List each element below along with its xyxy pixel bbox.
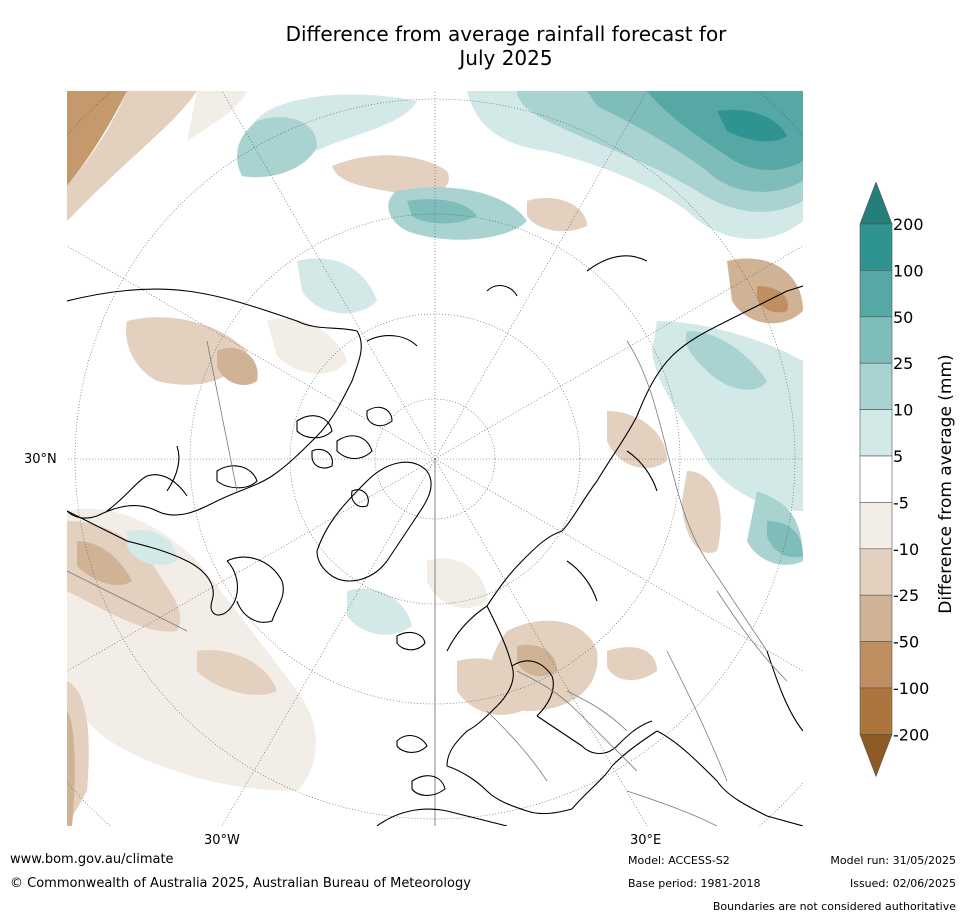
country-boundaries xyxy=(67,340,788,826)
colorbar-tick-label: 50 xyxy=(893,308,913,327)
longitude-label-east: 30°E xyxy=(630,833,662,848)
coastlines xyxy=(67,255,803,826)
colorbar-tick-label: 25 xyxy=(893,354,913,373)
colorbar-arrow-top xyxy=(859,182,893,225)
colorbar-segment xyxy=(859,409,893,457)
colorbar-tick-label: -10 xyxy=(893,540,919,559)
footer-copyright: © Commonwealth of Australia 2025, Austra… xyxy=(10,876,471,891)
colorbar-tick-labels: 200 100 50 25 10 5 -5 -10 -25 -50 -100 -200 xyxy=(893,215,929,744)
title-line-1: Difference from average rainfall forecas… xyxy=(285,22,727,46)
footer-url: www.bom.gov.au/climate xyxy=(10,852,174,867)
graticule xyxy=(67,91,803,826)
colorbar-tick-label: -200 xyxy=(893,725,929,744)
colorbar-segment xyxy=(859,687,893,735)
colorbar-segment xyxy=(859,223,893,271)
colorbar-segments xyxy=(859,182,893,778)
colorbar-tick-label: -25 xyxy=(893,586,919,605)
colorbar-segment xyxy=(859,641,893,689)
colorbar-tick-label: 200 xyxy=(893,215,924,234)
colorbar-tick-label: -5 xyxy=(893,493,909,512)
colorbar-segment xyxy=(859,548,893,596)
colorbar-segment xyxy=(859,594,893,642)
colorbar-tick-label: 10 xyxy=(893,401,913,420)
wet-anomaly-areas xyxy=(127,91,803,635)
colorbar-arrow-bottom xyxy=(859,734,893,778)
footer-issued: Issued: 02/06/2025 xyxy=(849,877,956,890)
colorbar-tick-label: -100 xyxy=(893,679,929,698)
colorbar-title: Difference from average (mm) xyxy=(936,354,956,614)
colorbar-segment xyxy=(859,455,893,503)
colorbar-legend: 200 100 50 25 10 5 -5 -10 -25 -50 -100 -200 xyxy=(859,182,929,778)
colorbar-segment xyxy=(859,270,893,318)
colorbar-tick-label: -50 xyxy=(893,633,919,652)
footer-model: Model: ACCESS-S2 xyxy=(628,854,730,867)
colorbar-segment xyxy=(859,362,893,410)
colorbar-tick-label: 100 xyxy=(893,261,924,280)
title-line-2: July 2025 xyxy=(459,46,553,70)
map-title: Difference from average rainfall forecas… xyxy=(200,22,812,70)
polar-rainfall-map xyxy=(67,91,803,826)
footer-model-run: Model run: 31/05/2025 xyxy=(830,854,956,867)
dry-anomaly-areas xyxy=(67,91,803,826)
footer-disclaimer: Boundaries are not considered authoritat… xyxy=(712,900,956,913)
colorbar-tick-label: 5 xyxy=(893,447,903,466)
latitude-label: 30°N xyxy=(24,452,57,467)
longitude-label-west: 30°W xyxy=(204,833,240,848)
colorbar-segment xyxy=(859,502,893,550)
footer-base-period: Base period: 1981-2018 xyxy=(628,877,761,890)
colorbar-segment xyxy=(859,316,893,364)
